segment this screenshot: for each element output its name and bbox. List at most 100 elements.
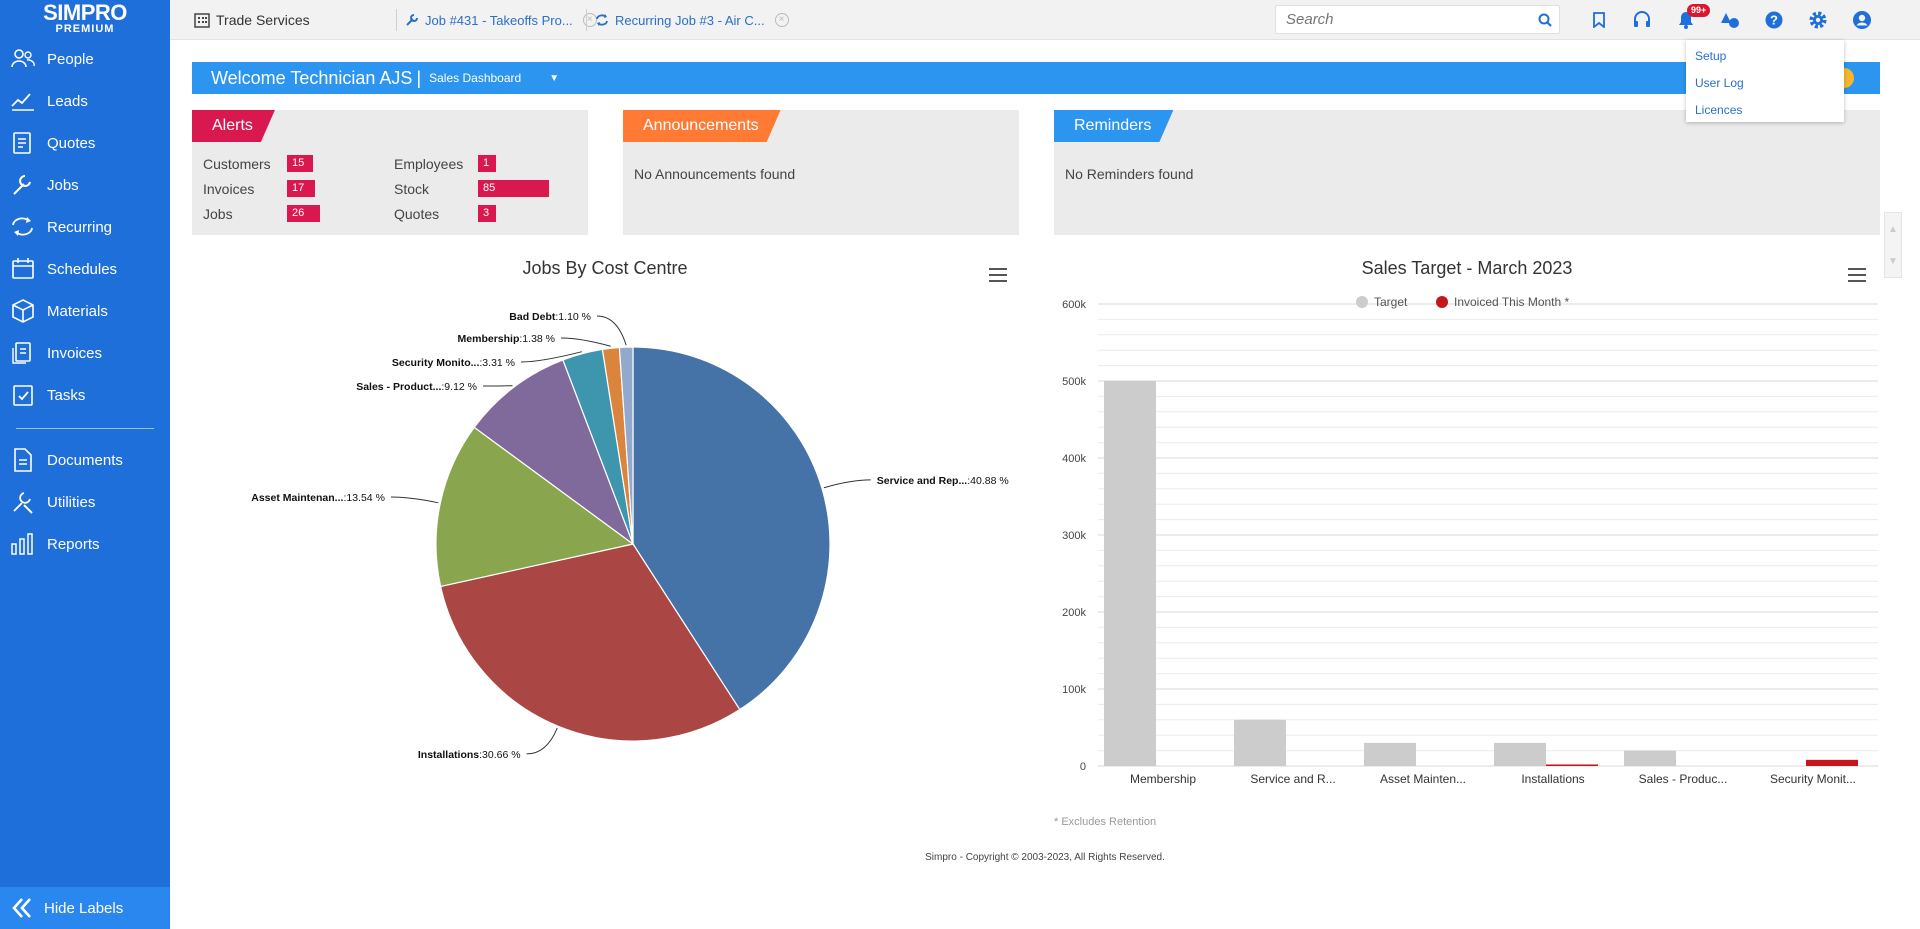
- invoices-icon: [10, 340, 36, 366]
- jobs-icon: [10, 172, 36, 198]
- bar[interactable]: [1104, 381, 1156, 766]
- pie-data-label: Asset Maintenan...:13.54 %: [251, 492, 385, 504]
- utilities-icon: [10, 489, 36, 515]
- legend-marker[interactable]: [1356, 296, 1368, 308]
- legend-label[interactable]: Target: [1374, 295, 1408, 309]
- hide-labels-label: Hide Labels: [44, 899, 124, 917]
- shapes-icon[interactable]: [1719, 9, 1741, 31]
- pie-label-name: Membership: [458, 333, 520, 345]
- pie-label-value: :30.66 %: [479, 749, 520, 761]
- pie-label-connector: [596, 315, 627, 346]
- scroll-up-icon[interactable]: ▲: [1888, 223, 1898, 235]
- bar[interactable]: [1234, 719, 1286, 766]
- menu-item-user-log[interactable]: User Log: [1695, 76, 1744, 90]
- hide-labels-button[interactable]: Hide Labels: [0, 887, 170, 929]
- bar[interactable]: [1546, 764, 1598, 766]
- menu-item-setup[interactable]: Setup: [1695, 49, 1727, 63]
- reports-icon: [10, 531, 36, 557]
- scroll-arrows[interactable]: ▲ ▼: [1884, 212, 1902, 278]
- alerts-panel: Alerts Customers 15 Invoices 17 Jobs 26 Emp…: [192, 110, 588, 235]
- headset-icon[interactable]: [1631, 9, 1653, 31]
- sidebar-item-documents[interactable]: Documents: [0, 439, 170, 481]
- search-box: [1275, 5, 1560, 34]
- sidebar-item-tasks[interactable]: Tasks: [0, 374, 170, 416]
- tab-label: Trade Services: [216, 12, 310, 28]
- bookmark-icon[interactable]: [1588, 9, 1610, 31]
- x-tick-label: Installations: [1521, 772, 1584, 786]
- sidebar-item-schedules[interactable]: Schedules: [0, 248, 170, 290]
- y-tick-label: 100k: [1062, 684, 1086, 696]
- schedules-icon: [10, 256, 36, 282]
- alert-jobs[interactable]: Jobs 26: [203, 205, 320, 222]
- notifications-icon[interactable]: 99+: [1675, 4, 1711, 31]
- alert-stock[interactable]: Stock 85: [394, 180, 549, 197]
- x-tick-label: Sales - Produc...: [1639, 772, 1728, 786]
- alert-label: Quotes: [394, 205, 440, 222]
- alert-quotes[interactable]: Quotes 3: [394, 205, 496, 222]
- sidebar-item-reports[interactable]: Reports: [0, 523, 170, 565]
- sidebar-item-label: Invoices: [47, 344, 103, 362]
- bar[interactable]: [1494, 742, 1546, 766]
- pie-label-name: Security Monito...: [392, 357, 480, 369]
- alert-customers[interactable]: Customers 15: [203, 155, 313, 172]
- svg-text:?: ?: [1770, 13, 1778, 28]
- sidebar-item-jobs[interactable]: Jobs: [0, 164, 170, 206]
- alert-employees[interactable]: Employees 1: [394, 155, 496, 172]
- pie-data-label: Installations:30.66 %: [418, 749, 521, 761]
- pie-slice[interactable]: [439, 543, 741, 742]
- sidebar-item-people[interactable]: People: [0, 38, 170, 80]
- alert-label: Employees: [394, 155, 464, 172]
- pie-slice[interactable]: [632, 346, 831, 711]
- sidebar-item-quotes[interactable]: Quotes: [0, 122, 170, 164]
- sidebar-item-leads[interactable]: Leads: [0, 80, 170, 122]
- sidebar: SIMPRO PREMIUM People Leads Quotes Jobs Recu…: [0, 0, 170, 929]
- sidebar-item-label: Quotes: [47, 134, 96, 152]
- pie-slice[interactable]: [435, 426, 635, 588]
- settings-icon[interactable]: [1807, 9, 1829, 31]
- pie-slice[interactable]: [618, 346, 634, 545]
- pie-slice[interactable]: [473, 359, 635, 546]
- dashboard-selector[interactable]: Sales Dashboard: [429, 71, 522, 85]
- tab-job-431[interactable]: Job #431 - Takeoffs Pro... ×: [396, 9, 597, 31]
- chart-menu-icon[interactable]: [989, 268, 1007, 282]
- sidebar-item-invoices[interactable]: Invoices: [0, 332, 170, 374]
- close-tab-icon[interactable]: ×: [582, 13, 597, 27]
- bar[interactable]: [1364, 742, 1416, 766]
- tab-trade-services[interactable]: Trade Services: [194, 0, 310, 40]
- recurring-icon: [595, 13, 609, 27]
- sidebar-item-label: Tasks: [47, 386, 86, 404]
- pie-label-name: Installations: [418, 749, 479, 761]
- sidebar-item-utilities[interactable]: Utilities: [0, 481, 170, 523]
- pie-data-label: Sales - Product...:9.12 %: [356, 381, 477, 393]
- pie-label-value: :40.88 %: [967, 475, 1008, 487]
- sidebar-item-label: Materials: [47, 302, 108, 320]
- alert-count: 85: [478, 180, 549, 197]
- reminders-panel: Reminders No Reminders found: [1054, 110, 1880, 235]
- search-icon[interactable]: [1531, 13, 1559, 27]
- sidebar-item-recurring[interactable]: Recurring: [0, 206, 170, 248]
- tab-recurring-job-3[interactable]: Recurring Job #3 - Air C... ×: [586, 9, 789, 31]
- legend-label[interactable]: Invoiced This Month *: [1454, 295, 1570, 309]
- pie-label-connector: [520, 351, 582, 363]
- caret-down-icon[interactable]: ▼: [549, 72, 560, 84]
- user-account-icon[interactable]: [1851, 9, 1873, 31]
- help-icon[interactable]: ?: [1763, 9, 1785, 31]
- legend-marker[interactable]: [1436, 296, 1448, 308]
- bar[interactable]: [1624, 750, 1676, 766]
- retention-footnote: * Excludes Retention: [1054, 816, 1157, 828]
- close-tab-icon[interactable]: ×: [774, 13, 789, 27]
- scroll-down-icon[interactable]: ▼: [1888, 255, 1898, 267]
- alert-invoices[interactable]: Invoices 17: [203, 180, 315, 197]
- search-input[interactable]: [1276, 6, 1531, 33]
- materials-icon: [10, 298, 36, 324]
- bar[interactable]: [1806, 759, 1858, 766]
- alert-label: Stock: [394, 180, 430, 197]
- sidebar-item-materials[interactable]: Materials: [0, 290, 170, 332]
- pie-data-label: Security Monito...:3.31 %: [392, 357, 515, 369]
- chart-menu-icon[interactable]: [1848, 268, 1866, 282]
- pie-label-connector: [560, 337, 611, 347]
- menu-item-licences[interactable]: Licences: [1695, 103, 1743, 117]
- tasks-icon: [10, 382, 36, 408]
- alert-count: 15: [287, 155, 313, 172]
- simpro-logo[interactable]: SIMPRO PREMIUM: [0, 0, 170, 38]
